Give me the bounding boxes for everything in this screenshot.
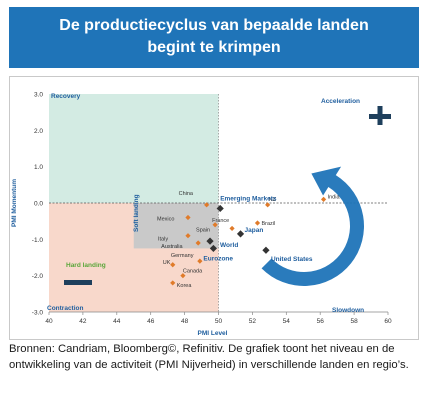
country-label: Australia [161, 244, 183, 250]
country-marker [185, 233, 191, 239]
region-marker [236, 230, 245, 238]
country-label: Mexico [157, 217, 174, 223]
country-marker [320, 196, 327, 202]
y-tick-label: 0.0 [34, 201, 43, 208]
recovery-zone [49, 94, 219, 203]
x-tick-label: 42 [79, 318, 87, 325]
acceleration-label: Acceleration [321, 98, 360, 105]
region-label: World [220, 242, 238, 249]
region-marker [209, 244, 218, 253]
country-marker [170, 262, 176, 268]
country-marker [170, 280, 176, 286]
x-tick-label: 48 [181, 318, 189, 325]
country-label: UK [163, 260, 171, 266]
country-marker [180, 273, 186, 279]
country-marker [212, 222, 218, 228]
country-label: Brazil [261, 221, 275, 227]
scatter-chart: 40 42 44 46 48 50 52 54 56 58 60 3.0 2.0 1.0 0.0 -1.0 -2… [11, 92, 392, 338]
contraction-label: Contraction [47, 305, 84, 312]
cycle-arrow [261, 166, 364, 286]
country-marker [229, 225, 235, 232]
region-label: Eurozone [203, 255, 233, 262]
plus-icon-vertical [377, 106, 383, 125]
country-marker [265, 202, 271, 208]
x-tick-label: 54 [283, 318, 291, 325]
country-label: Spain [196, 227, 210, 233]
country-label: India [328, 194, 341, 200]
hard-landing-label: Hard landing [66, 262, 106, 269]
region-marker [206, 237, 214, 245]
x-tick-label: 40 [45, 318, 53, 325]
x-tick-label: 58 [350, 318, 358, 325]
title-banner: De productiecyclus van bepaalde landen b… [9, 7, 419, 68]
region-marker [216, 204, 224, 213]
soft-landing-label: Soft landing [133, 194, 140, 232]
country-label: Korea [177, 283, 193, 289]
x-tick-label: 50 [215, 318, 223, 325]
country-label: China [179, 191, 194, 197]
x-tick-label: 52 [249, 318, 257, 325]
recovery-label: Recovery [51, 93, 81, 100]
title-line-2: begint te krimpen [147, 39, 281, 56]
country-label: Germany [171, 253, 194, 259]
country-marker [254, 220, 261, 226]
region-label: United States [271, 256, 313, 263]
country-marker [197, 258, 203, 264]
region-label: Japan [245, 227, 264, 234]
x-tick-label: 44 [113, 318, 121, 325]
country-label: NZ [269, 197, 277, 203]
country-marker [204, 202, 210, 208]
country-marker [195, 240, 201, 246]
chart-frame [9, 76, 419, 340]
y-tick-label: 2.0 [34, 128, 43, 135]
x-axis-title: PMI Level [198, 330, 228, 337]
y-tick-label: -3.0 [32, 310, 44, 317]
y-axis-title: PMI Momentum [11, 179, 18, 227]
region-marker [262, 246, 270, 254]
country-label: Italy [158, 237, 168, 243]
slowdown-label: Slowdown [332, 307, 364, 314]
x-tick-label: 46 [147, 318, 155, 325]
y-tick-label: -1.0 [32, 237, 44, 244]
x-tick-label: 60 [384, 318, 392, 325]
x-tick-label: 56 [317, 318, 325, 325]
y-tick-label: 3.0 [34, 92, 43, 99]
country-label: Canada [183, 269, 203, 275]
minus-icon [64, 280, 92, 285]
title-line-1: De productiecyclus van bepaalde landen [59, 17, 369, 34]
country-label: France [212, 218, 229, 224]
source-note: Bronnen: Candriam, Bloomberg©, Refinitiv… [9, 343, 409, 371]
region-label: Emerging Markets [220, 195, 277, 202]
country-marker [185, 214, 191, 221]
soft-landing-zone [133, 203, 219, 249]
y-tick-label: 1.0 [34, 164, 43, 171]
y-tick-label: -2.0 [32, 273, 44, 280]
